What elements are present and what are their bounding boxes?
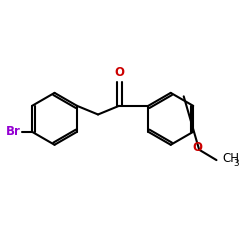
- Text: O: O: [114, 66, 124, 80]
- Text: 3: 3: [234, 158, 239, 168]
- Text: O: O: [192, 141, 202, 154]
- Text: Br: Br: [6, 125, 21, 138]
- Text: CH: CH: [223, 152, 240, 165]
